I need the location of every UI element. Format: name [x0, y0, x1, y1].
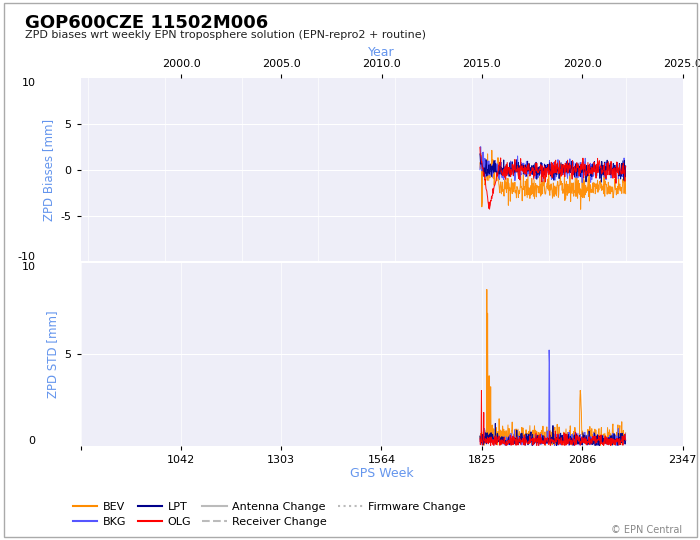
Text: 0: 0 — [28, 435, 35, 445]
Text: 10: 10 — [22, 78, 35, 89]
Text: 10: 10 — [22, 262, 35, 272]
Legend: BEV, BKG, LPT, OLG, Antenna Change, Receiver Change, Firmware Change: BEV, BKG, LPT, OLG, Antenna Change, Rece… — [69, 497, 470, 532]
Text: ZPD biases wrt weekly EPN troposphere solution (EPN-repro2 + routine): ZPD biases wrt weekly EPN troposphere so… — [25, 30, 426, 40]
Text: -10: -10 — [18, 252, 35, 262]
X-axis label: Year: Year — [368, 46, 395, 59]
Y-axis label: ZPD STD [mm]: ZPD STD [mm] — [46, 310, 59, 397]
Text: GOP600CZE 11502M006: GOP600CZE 11502M006 — [25, 14, 267, 31]
Text: © EPN Central: © EPN Central — [611, 524, 682, 535]
Y-axis label: ZPD Biases [mm]: ZPD Biases [mm] — [42, 119, 55, 221]
X-axis label: GPS Week: GPS Week — [350, 467, 413, 480]
